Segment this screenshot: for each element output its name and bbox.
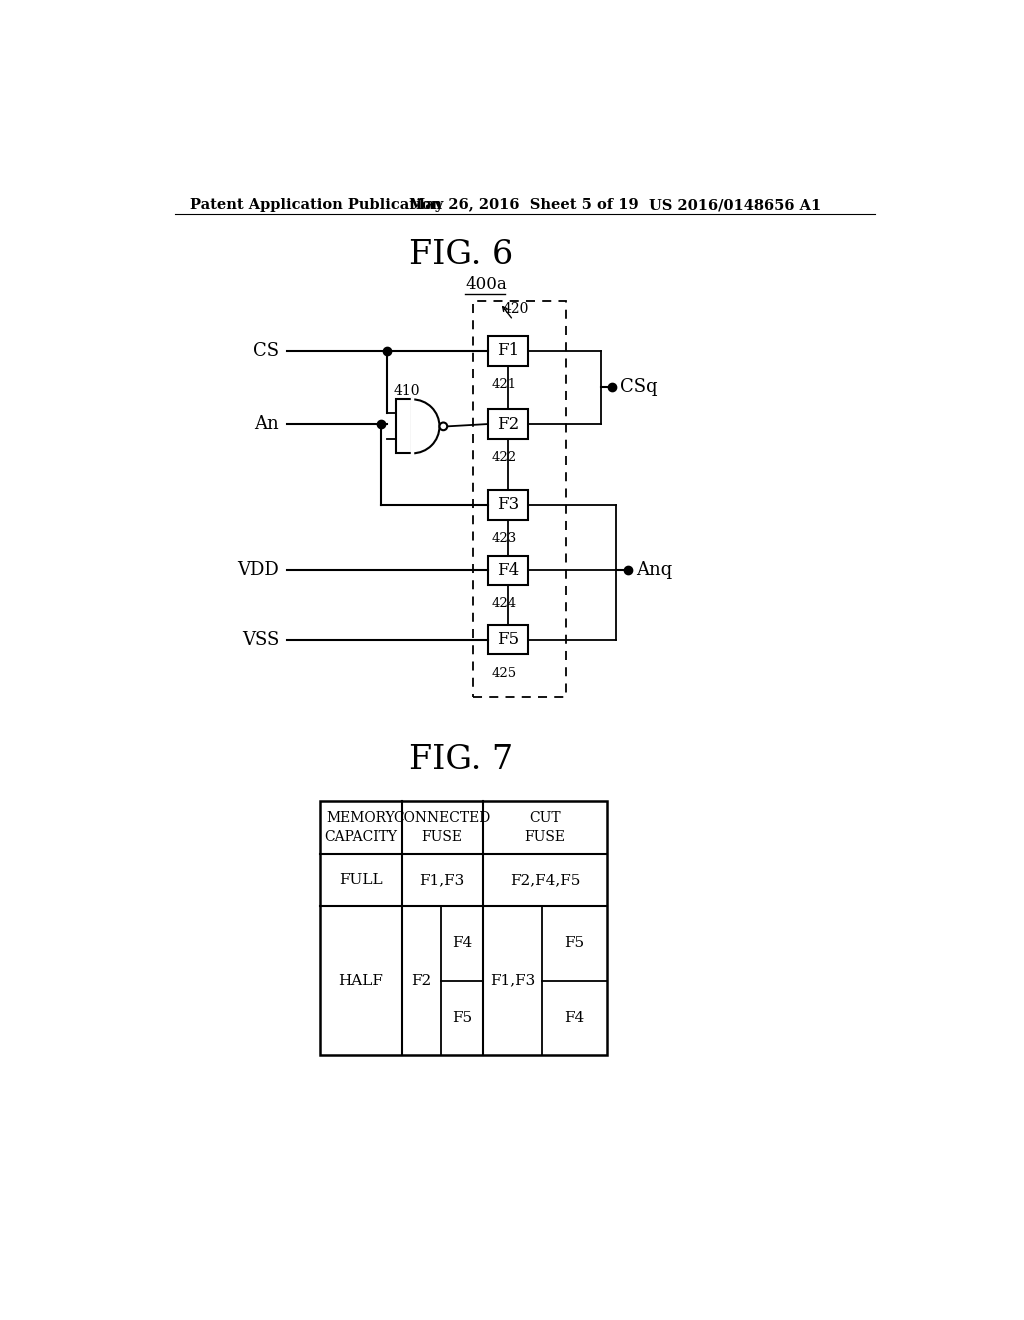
Text: May 26, 2016  Sheet 5 of 19: May 26, 2016 Sheet 5 of 19	[409, 198, 638, 213]
Text: CUT
FUSE: CUT FUSE	[524, 810, 565, 845]
Text: FIG. 6: FIG. 6	[410, 239, 513, 271]
Text: 400a: 400a	[465, 276, 507, 293]
Text: 425: 425	[492, 667, 516, 680]
Bar	[487, 409, 528, 438]
Text: F3: F3	[497, 496, 519, 513]
Bar	[473, 301, 566, 697]
Circle shape	[439, 422, 447, 430]
PathPatch shape	[396, 400, 413, 453]
Bar	[487, 490, 528, 520]
Text: 420: 420	[503, 302, 528, 317]
Text: FULL: FULL	[339, 873, 383, 887]
Text: Patent Application Publication: Patent Application Publication	[190, 198, 442, 213]
Text: MEMORY
CAPACITY: MEMORY CAPACITY	[325, 810, 397, 845]
Text: F5: F5	[497, 631, 519, 648]
Text: F2: F2	[497, 416, 519, 433]
Text: HALF: HALF	[339, 974, 383, 987]
Text: An: An	[254, 414, 280, 433]
Text: VSS: VSS	[242, 631, 280, 648]
Text: 422: 422	[492, 451, 516, 465]
Text: VDD: VDD	[238, 561, 280, 579]
Text: F1,F3: F1,F3	[490, 974, 536, 987]
Bar	[487, 337, 528, 366]
Text: FIG. 7: FIG. 7	[410, 743, 513, 776]
Bar	[321, 801, 607, 1056]
Text: F4: F4	[564, 1011, 585, 1026]
Text: Anq: Anq	[636, 561, 672, 579]
Text: CSq: CSq	[621, 379, 657, 396]
Text: F2,F4,F5: F2,F4,F5	[510, 873, 581, 887]
Text: F1,F3: F1,F3	[420, 873, 465, 887]
Text: 421: 421	[492, 378, 516, 391]
Text: F2: F2	[411, 974, 431, 987]
Text: CS: CS	[253, 342, 280, 360]
Text: F5: F5	[452, 1011, 472, 1026]
Text: CONNECTED
FUSE: CONNECTED FUSE	[393, 810, 490, 845]
Text: F4: F4	[452, 936, 472, 950]
Text: 410: 410	[394, 384, 420, 399]
Text: F1: F1	[497, 342, 519, 359]
Bar	[487, 556, 528, 585]
Text: 424: 424	[492, 598, 516, 610]
Text: F5: F5	[564, 936, 585, 950]
Text: F4: F4	[497, 562, 519, 579]
Text: 423: 423	[492, 532, 516, 545]
Bar	[487, 626, 528, 655]
Text: US 2016/0148656 A1: US 2016/0148656 A1	[649, 198, 821, 213]
